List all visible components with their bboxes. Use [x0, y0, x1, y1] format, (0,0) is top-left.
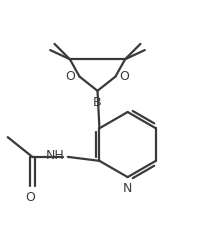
Text: O: O	[119, 70, 129, 83]
Text: O: O	[66, 70, 76, 83]
Text: N: N	[123, 181, 132, 194]
Text: B: B	[93, 95, 102, 108]
Text: NH: NH	[46, 149, 65, 162]
Text: O: O	[26, 191, 35, 204]
